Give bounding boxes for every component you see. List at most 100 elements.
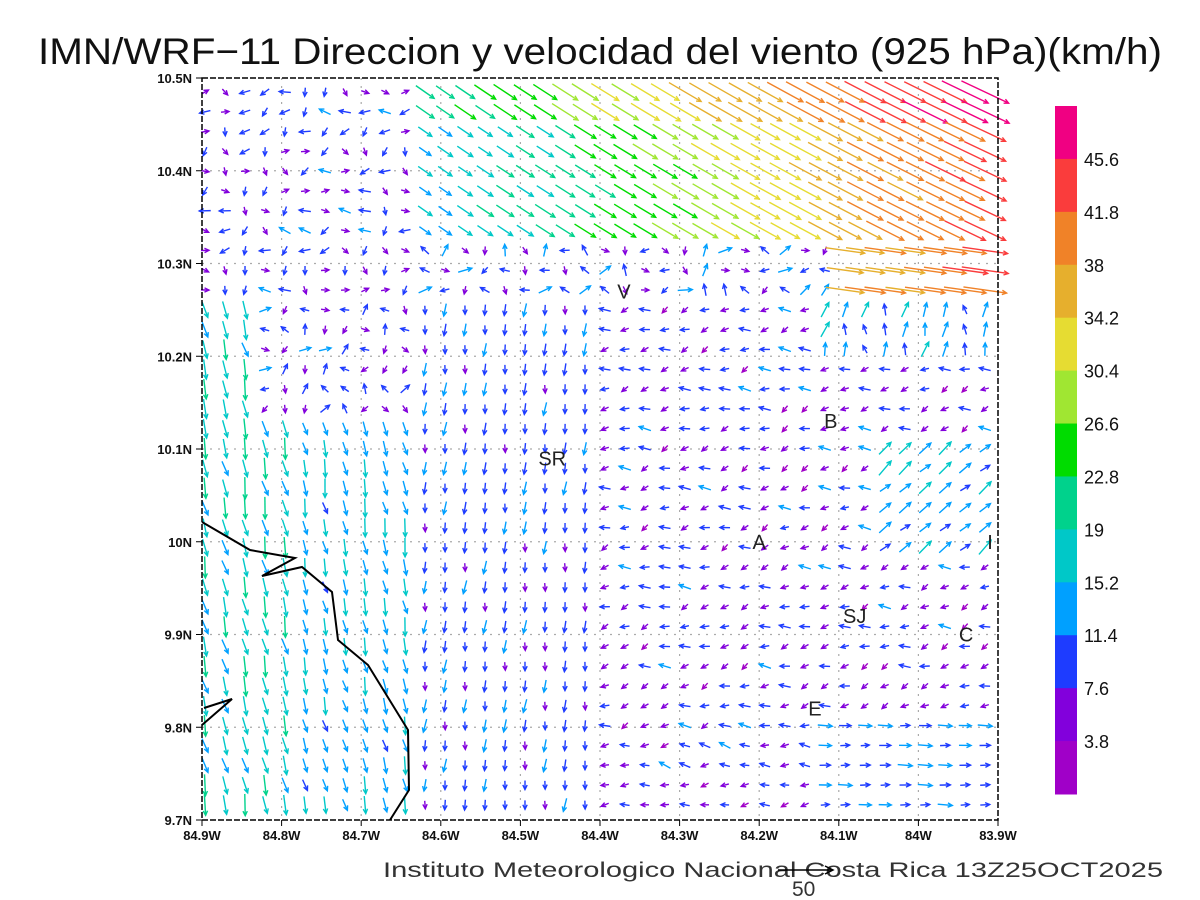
wind-arrow bbox=[719, 782, 730, 788]
wind-arrow bbox=[759, 505, 769, 511]
wind-arrow bbox=[980, 663, 989, 670]
wind-arrow bbox=[242, 696, 249, 717]
wind-arrow bbox=[789, 122, 822, 141]
wind-arrow bbox=[522, 363, 528, 377]
wind-arrow bbox=[962, 246, 1010, 256]
wind-arrow bbox=[202, 418, 209, 440]
wind-arrow bbox=[866, 181, 905, 202]
wind-arrow bbox=[562, 404, 568, 416]
wind-arrow bbox=[536, 185, 555, 198]
wind-arrow bbox=[721, 543, 729, 552]
colorbar-swatch bbox=[1055, 635, 1077, 689]
wind-arrow bbox=[886, 141, 925, 162]
wind-arrow bbox=[800, 464, 809, 473]
wind-arrow bbox=[282, 656, 289, 678]
wind-arrow bbox=[758, 465, 771, 471]
wind-arrow bbox=[342, 88, 348, 97]
wind-arrow bbox=[886, 201, 925, 221]
wind-arrow bbox=[522, 403, 528, 416]
wind-arrow bbox=[382, 518, 388, 539]
wind-arrow bbox=[262, 167, 268, 177]
wind-arrow bbox=[382, 421, 389, 437]
wind-arrow bbox=[555, 164, 576, 179]
wind-arrow bbox=[481, 422, 488, 437]
wind-arrow bbox=[502, 444, 508, 454]
wind-arrow bbox=[221, 301, 229, 320]
wind-arrow bbox=[862, 344, 868, 354]
wind-arrow bbox=[581, 323, 588, 338]
wind-arrow bbox=[701, 282, 708, 296]
wind-arrow bbox=[522, 780, 528, 792]
wind-arrow bbox=[943, 286, 988, 296]
colorbar-swatch bbox=[1055, 741, 1077, 795]
wind-arrow bbox=[382, 187, 389, 196]
wind-arrow bbox=[402, 501, 409, 516]
wind-arrow bbox=[522, 424, 528, 435]
wind-arrow bbox=[302, 459, 309, 479]
wind-arrow bbox=[441, 243, 449, 257]
wind-arrow bbox=[879, 683, 889, 689]
wind-arrow bbox=[542, 384, 548, 395]
wind-arrow bbox=[799, 326, 810, 333]
wind-arrow bbox=[201, 578, 209, 597]
wind-arrow bbox=[879, 623, 890, 630]
wind-arrow bbox=[699, 406, 710, 412]
wind-arrow bbox=[302, 558, 308, 578]
wind-arrow bbox=[777, 623, 791, 629]
wind-arrow bbox=[399, 326, 410, 333]
wind-arrow bbox=[879, 742, 893, 749]
wind-arrow bbox=[581, 442, 588, 457]
wind-arrow bbox=[739, 346, 750, 353]
wind-arrow bbox=[382, 501, 389, 516]
wind-arrow bbox=[382, 345, 388, 355]
wind-arrow bbox=[780, 802, 789, 808]
x-tick-label: 84W bbox=[905, 828, 932, 843]
wind-arrow bbox=[679, 366, 689, 372]
wind-arrow bbox=[880, 564, 889, 571]
wind-arrow bbox=[926, 121, 966, 142]
wind-arrow bbox=[381, 146, 388, 157]
wind-arrow bbox=[590, 82, 621, 102]
wind-arrow bbox=[421, 461, 428, 476]
wind-arrow bbox=[633, 124, 658, 140]
wind-arrow bbox=[441, 501, 448, 516]
wind-arrow bbox=[739, 782, 749, 788]
wind-arrow bbox=[242, 245, 248, 257]
wind-arrow bbox=[828, 201, 863, 220]
wind-arrow bbox=[462, 365, 468, 375]
wind-arrow bbox=[900, 564, 909, 571]
wind-arrow bbox=[262, 796, 269, 815]
wind-arrow bbox=[848, 221, 883, 240]
wind-arrow bbox=[522, 344, 528, 357]
wind-arrow bbox=[462, 681, 468, 692]
wind-arrow bbox=[495, 204, 515, 218]
wind-arrow bbox=[963, 286, 1009, 296]
wind-arrow bbox=[282, 404, 288, 415]
wind-arrow bbox=[462, 760, 468, 772]
coastline bbox=[201, 521, 411, 821]
wind-arrow bbox=[680, 603, 689, 611]
wind-arrow bbox=[562, 305, 568, 316]
wind-arrow bbox=[941, 385, 949, 394]
wind-arrow bbox=[863, 100, 908, 124]
wind-arrow bbox=[620, 643, 629, 649]
wind-arrow bbox=[729, 122, 762, 141]
wind-arrow bbox=[657, 662, 672, 669]
wind-arrow bbox=[381, 246, 389, 255]
wind-arrow bbox=[599, 265, 612, 275]
wind-arrow bbox=[422, 444, 428, 455]
wind-arrow bbox=[900, 801, 912, 808]
wind-arrow bbox=[841, 322, 848, 336]
wind-arrow bbox=[262, 186, 268, 197]
wind-arrow bbox=[652, 183, 679, 200]
x-tick-label: 84.5W bbox=[502, 828, 540, 843]
wind-arrow bbox=[838, 485, 851, 491]
wind-arrow bbox=[660, 406, 669, 412]
wind-arrow bbox=[222, 285, 228, 296]
wind-arrow bbox=[340, 188, 351, 194]
wind-arrow bbox=[382, 797, 389, 814]
wind-arrow bbox=[582, 423, 588, 435]
wind-arrow bbox=[441, 699, 448, 714]
wind-arrow bbox=[222, 339, 229, 361]
wind-arrow bbox=[417, 165, 434, 177]
